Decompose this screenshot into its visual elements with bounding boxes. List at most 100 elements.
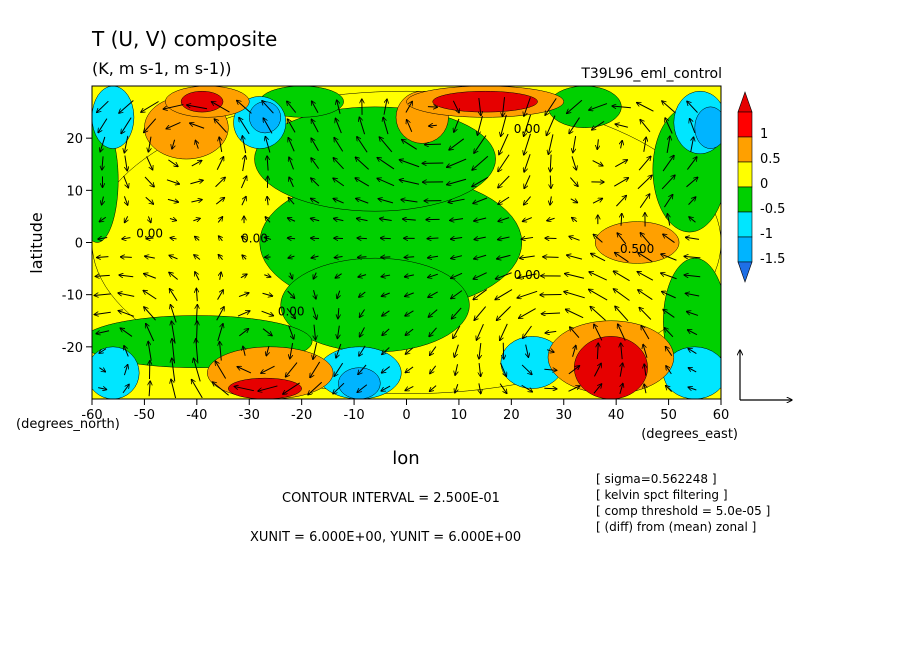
wind-vector	[241, 196, 246, 206]
wind-vector	[615, 160, 627, 168]
wind-vector	[472, 155, 489, 170]
wind-vector	[169, 272, 178, 280]
chart-title: T (U, V) composite	[91, 27, 277, 51]
wind-vector	[686, 177, 697, 188]
colorbar-segment	[737, 111, 753, 138]
wind-vector	[452, 100, 459, 113]
wind-vector	[473, 197, 488, 204]
wind-vector	[570, 199, 578, 203]
wind-vector	[449, 138, 465, 150]
wind-vector	[545, 331, 557, 333]
wind-vector	[567, 99, 583, 113]
wind-vector	[498, 196, 510, 204]
wind-vector	[550, 175, 551, 189]
wind-vector	[286, 307, 295, 318]
wind-vector	[473, 289, 488, 300]
note-filtering: [ kelvin spct filtering ]	[596, 488, 728, 502]
wind-vector	[357, 137, 368, 153]
wind-vector	[472, 176, 489, 186]
wind-vector	[99, 216, 107, 222]
wind-vector	[524, 97, 531, 116]
contour-label: 0.00	[514, 122, 541, 136]
wind-vector	[263, 118, 273, 134]
wind-vector	[262, 293, 273, 296]
wind-vector	[333, 158, 344, 170]
wind-vector	[687, 330, 698, 336]
wind-vector	[383, 99, 387, 115]
wind-vector	[479, 362, 481, 377]
wind-vector	[405, 366, 414, 373]
wind-vector	[689, 217, 696, 223]
wind-vector	[667, 214, 669, 226]
contour-label: 0.00	[136, 226, 163, 240]
wind-vector	[589, 103, 608, 111]
wind-vector	[311, 256, 319, 258]
wind-vector	[287, 119, 296, 133]
contour-region	[92, 346, 140, 399]
colorbar-label: -0.5	[760, 202, 785, 217]
wind-vector	[690, 118, 696, 134]
x-tick-label: -40	[186, 408, 207, 423]
contour-region	[180, 90, 224, 113]
wind-vector	[495, 272, 512, 279]
contour-region	[573, 336, 648, 399]
wind-vector	[663, 234, 675, 243]
colorbar-segment	[737, 236, 753, 263]
wind-vector	[124, 346, 129, 357]
wind-vector	[289, 157, 294, 170]
wind-vector	[383, 117, 389, 135]
wind-vector	[451, 290, 463, 299]
wind-vector	[241, 236, 247, 240]
wind-vector	[359, 327, 365, 337]
wind-vector	[620, 363, 622, 377]
wind-vector	[498, 175, 510, 188]
wind-vector	[243, 155, 246, 172]
wind-vector	[473, 272, 487, 279]
contour-label: 0.00	[241, 232, 268, 246]
wind-vector	[146, 156, 153, 170]
wind-vector	[195, 140, 198, 149]
y-tick-label: -10	[62, 289, 83, 304]
wind-vector	[287, 238, 296, 239]
wind-vector	[428, 309, 438, 318]
colorbar-label: -1	[760, 227, 773, 242]
wind-vector	[380, 238, 391, 239]
wind-vector	[429, 327, 437, 337]
wind-vector	[406, 120, 413, 132]
wind-vector	[568, 366, 580, 375]
wind-vector	[402, 140, 417, 150]
run-label: T39L96_eml_control	[580, 66, 722, 82]
wind-vector	[314, 290, 316, 299]
wind-vector	[191, 160, 202, 167]
wind-vector	[684, 256, 701, 258]
wind-vector	[123, 364, 127, 376]
wind-vector	[543, 257, 559, 258]
wind-vector	[401, 200, 418, 203]
wind-vector	[217, 290, 224, 300]
y-axis-label: latitude	[27, 212, 46, 273]
wind-vector	[313, 272, 316, 280]
wind-vector	[287, 290, 295, 298]
wind-vector	[684, 275, 701, 277]
wind-vector	[149, 381, 150, 397]
wind-vector	[171, 379, 177, 399]
wind-vector	[143, 290, 157, 300]
wind-vector	[564, 292, 585, 299]
wind-vector	[569, 236, 580, 241]
colorbar-label: -1.5	[760, 252, 785, 267]
wind-vector	[615, 124, 629, 128]
wind-vector	[220, 272, 221, 280]
wind-vector	[377, 178, 395, 187]
colorbar-segment	[737, 186, 753, 213]
wind-vector	[548, 134, 554, 154]
wind-vector	[313, 342, 318, 360]
wind-vector	[237, 367, 252, 374]
wind-vector	[644, 137, 646, 152]
wind-vector	[664, 328, 674, 338]
wind-vector	[688, 197, 696, 205]
wind-vector	[311, 119, 319, 133]
wind-vector	[220, 341, 222, 361]
wind-vector	[310, 198, 320, 204]
wind-vector	[337, 325, 339, 339]
wind-vector	[99, 368, 105, 372]
